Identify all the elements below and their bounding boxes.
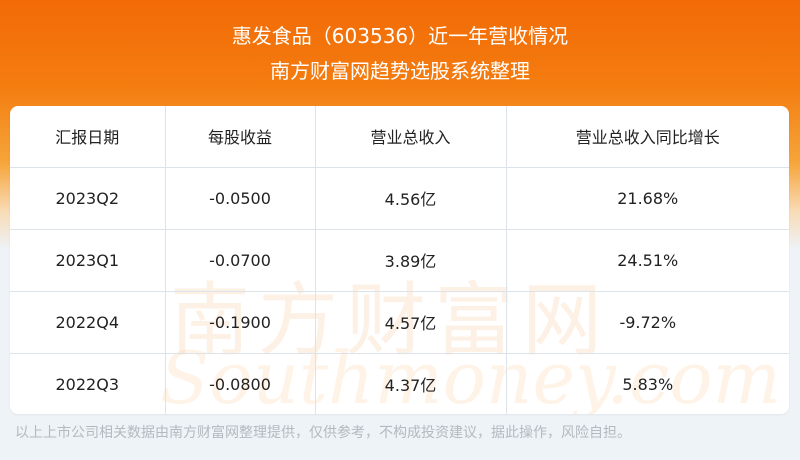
table-cell: -0.0500 xyxy=(165,167,316,230)
table-cell: -0.0800 xyxy=(165,353,316,414)
table-cell: 2023Q1 xyxy=(10,229,166,292)
revenue-table: 汇报日期 每股收益 营业总收入 营业总收入同比增长 2023Q2 -0.0500… xyxy=(10,106,789,414)
table-row: 2022Q4 -0.1900 4.57亿 -9.72% xyxy=(10,291,789,354)
column-header: 每股收益 xyxy=(165,106,316,168)
table-cell: 4.56亿 xyxy=(315,167,507,230)
table-row: 2023Q2 -0.0500 4.56亿 21.68% xyxy=(10,167,789,230)
table-header-row: 汇报日期 每股收益 营业总收入 营业总收入同比增长 xyxy=(10,106,789,168)
column-header: 营业总收入 xyxy=(315,106,507,168)
page-title: 惠发食品（603536）近一年营收情况 xyxy=(231,24,569,48)
table-cell: 4.37亿 xyxy=(315,353,507,414)
table-row: 2023Q1 -0.0700 3.89亿 24.51% xyxy=(10,229,789,292)
table-cell: -0.1900 xyxy=(165,291,316,354)
table-cell: 24.51% xyxy=(506,229,789,292)
table-cell: 2022Q3 xyxy=(10,353,166,414)
table-cell: -0.0700 xyxy=(165,229,316,292)
column-header: 营业总收入同比增长 xyxy=(506,106,789,168)
table-cell: 4.57亿 xyxy=(315,291,507,354)
table-cell: 5.83% xyxy=(622,374,674,394)
revenue-table-card: 南方财富网 Southmoney.com 汇报日期 每股收益 营业总收入 营业总… xyxy=(10,106,789,414)
table-cell: 2022Q4 xyxy=(10,291,166,354)
table-cell: 2023Q2 xyxy=(10,167,166,230)
column-header: 汇报日期 xyxy=(10,106,166,168)
table-cell: 3.89亿 xyxy=(315,229,507,292)
table-cell: 21.68% xyxy=(506,167,789,230)
table-cell: -9.72% xyxy=(506,291,789,354)
page-subtitle: 南方财富网趋势选股系统整理 xyxy=(270,59,530,83)
disclaimer-footer: 以上上市公司相关数据由南方财富网整理提供，仅供参考，不构成投资建议，据此操作，风… xyxy=(15,425,631,441)
table-row: 2022Q3 -0.0800 4.37亿 5.83% xyxy=(10,353,789,414)
